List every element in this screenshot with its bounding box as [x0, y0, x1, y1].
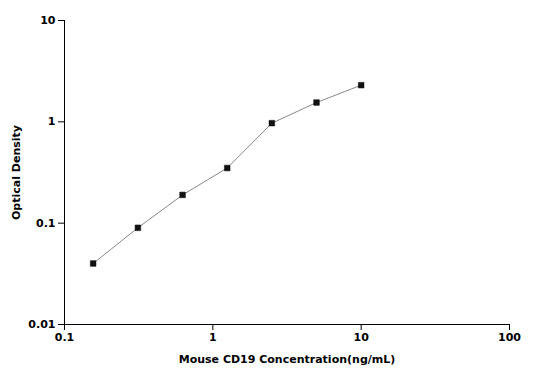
svg-text:100: 100 — [498, 331, 521, 344]
svg-text:1: 1 — [209, 331, 217, 344]
svg-text:0.1: 0.1 — [36, 217, 56, 230]
svg-text:0.01: 0.01 — [28, 318, 55, 331]
svg-text:1: 1 — [48, 115, 56, 128]
svg-text:0.1: 0.1 — [55, 331, 75, 344]
svg-text:10: 10 — [40, 14, 56, 27]
svg-text:Mouse CD19 Concentration(ng/mL: Mouse CD19 Concentration(ng/mL) — [179, 353, 396, 366]
svg-text:10: 10 — [354, 331, 370, 344]
svg-text:Optical Density: Optical Density — [10, 125, 23, 220]
